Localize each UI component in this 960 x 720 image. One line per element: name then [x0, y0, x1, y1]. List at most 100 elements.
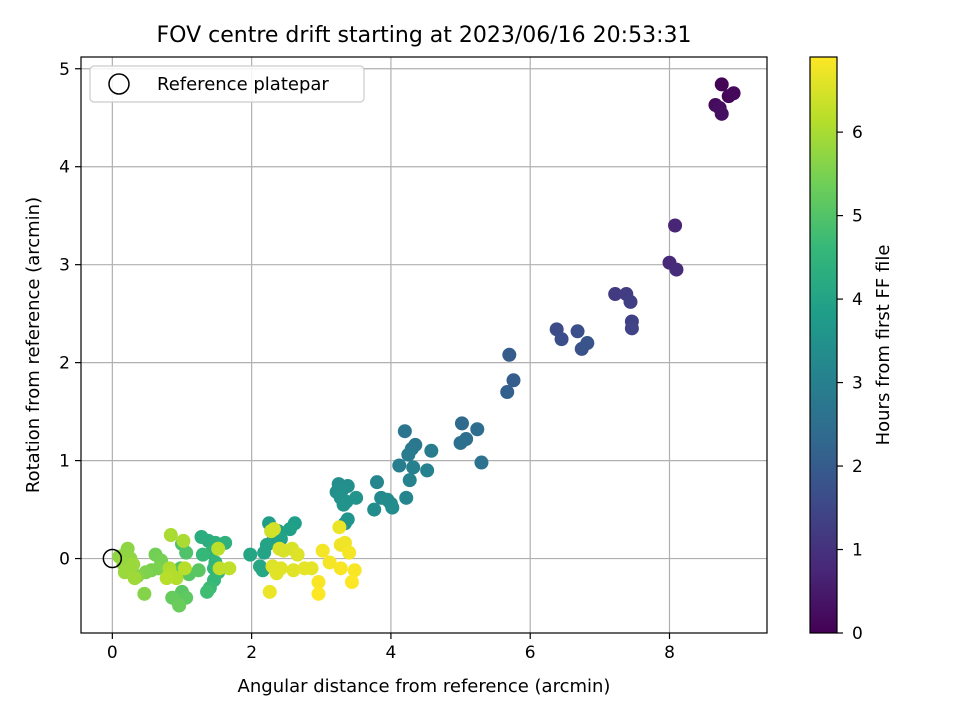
colorbar-fill — [809, 56, 838, 634]
y-tick-label: 1 — [59, 452, 70, 472]
data-point — [470, 422, 485, 437]
data-point — [623, 294, 638, 309]
x-tick-label: 4 — [386, 643, 397, 663]
data-point — [282, 522, 297, 537]
data-point — [127, 571, 142, 586]
colorbar: 0 1 2 3 4 5 6 Hours from first FF file — [809, 56, 894, 644]
colorbar-tick-label: 4 — [852, 290, 863, 310]
data-point — [342, 545, 357, 560]
y-tick-label: 0 — [59, 550, 70, 570]
data-point — [159, 571, 174, 586]
chart-title: FOV centre drift starting at 2023/06/16 … — [157, 23, 692, 48]
data-point — [126, 557, 141, 572]
data-point — [385, 500, 400, 515]
legend-label-reference: Reference platepar — [157, 74, 329, 95]
data-point — [179, 545, 194, 560]
data-point — [332, 520, 347, 535]
y-tick-label: 2 — [59, 354, 70, 374]
data-point — [311, 575, 326, 590]
reference-platepar-marker — [102, 548, 123, 569]
x-tick-label: 2 — [246, 643, 257, 663]
data-point — [406, 460, 421, 475]
data-point — [420, 463, 435, 478]
data-point — [311, 586, 326, 601]
x-tick-label: 6 — [525, 643, 536, 663]
data-point — [349, 490, 364, 505]
data-point — [714, 77, 729, 92]
data-point — [669, 262, 684, 277]
colorbar-ticks: 0 1 2 3 4 5 6 — [837, 123, 863, 644]
data-point — [344, 575, 359, 590]
data-point — [191, 563, 206, 578]
data-point — [177, 561, 192, 576]
x-axis-ticks: 0 2 4 6 8 — [107, 633, 675, 663]
plot-frame — [80, 56, 768, 634]
data-point — [402, 473, 417, 488]
y-tick-label: 4 — [59, 158, 70, 178]
colorbar-tick-label: 0 — [852, 624, 863, 644]
data-point — [286, 563, 301, 578]
data-point — [257, 545, 272, 560]
data-point — [304, 561, 319, 576]
x-tick-label: 8 — [664, 643, 675, 663]
data-point — [570, 324, 585, 339]
colorbar-tick-label: 5 — [852, 207, 863, 227]
data-points — [112, 77, 741, 613]
data-point — [347, 563, 362, 578]
data-point — [474, 455, 489, 470]
data-point — [714, 106, 729, 121]
data-point — [315, 543, 330, 558]
y-tick-label: 3 — [59, 256, 70, 276]
x-tick-label: 0 — [107, 643, 118, 663]
y-axis-ticks: 0 1 2 3 4 5 — [59, 60, 81, 570]
data-point — [397, 424, 412, 439]
data-point — [266, 522, 281, 537]
data-point — [169, 571, 184, 586]
data-point — [262, 584, 277, 599]
data-point — [212, 561, 227, 576]
data-point — [333, 561, 348, 576]
data-point — [195, 547, 210, 562]
data-point — [336, 497, 351, 512]
data-point — [172, 598, 187, 613]
data-point — [506, 373, 521, 388]
data-point — [454, 416, 469, 431]
data-point — [163, 528, 178, 543]
data-point — [243, 547, 258, 562]
x-axis-label: Angular distance from reference (arcmin) — [238, 676, 611, 697]
data-point — [392, 458, 407, 473]
colorbar-tick-label: 2 — [852, 457, 863, 477]
data-point — [453, 435, 468, 450]
data-point — [211, 541, 226, 556]
data-point — [137, 586, 152, 601]
data-point — [554, 332, 569, 347]
data-point — [668, 218, 683, 233]
data-point — [424, 443, 439, 458]
colorbar-label: Hours from first FF file — [873, 245, 894, 446]
y-axis-label: Rotation from reference (arcmin) — [23, 197, 44, 493]
data-point — [200, 584, 215, 599]
colorbar-tick-label: 1 — [852, 541, 863, 561]
data-point — [726, 86, 741, 101]
legend: Reference platepar — [89, 65, 365, 103]
colorbar-tick-label: 3 — [852, 374, 863, 394]
data-point — [367, 502, 382, 517]
data-point — [608, 287, 623, 302]
data-point — [322, 555, 337, 570]
data-point — [269, 566, 284, 581]
legend-box — [89, 65, 365, 103]
data-point — [290, 547, 305, 562]
colorbar-tick-label: 6 — [852, 123, 863, 143]
data-point — [624, 321, 639, 336]
data-point — [369, 475, 384, 490]
data-point — [399, 490, 414, 505]
data-point — [222, 561, 237, 576]
y-tick-label: 5 — [59, 60, 70, 80]
legend-marker-reference — [108, 73, 130, 95]
data-point — [502, 347, 517, 362]
data-point — [401, 447, 416, 462]
data-point — [500, 385, 515, 400]
data-point — [580, 336, 595, 351]
data-point — [176, 533, 191, 548]
